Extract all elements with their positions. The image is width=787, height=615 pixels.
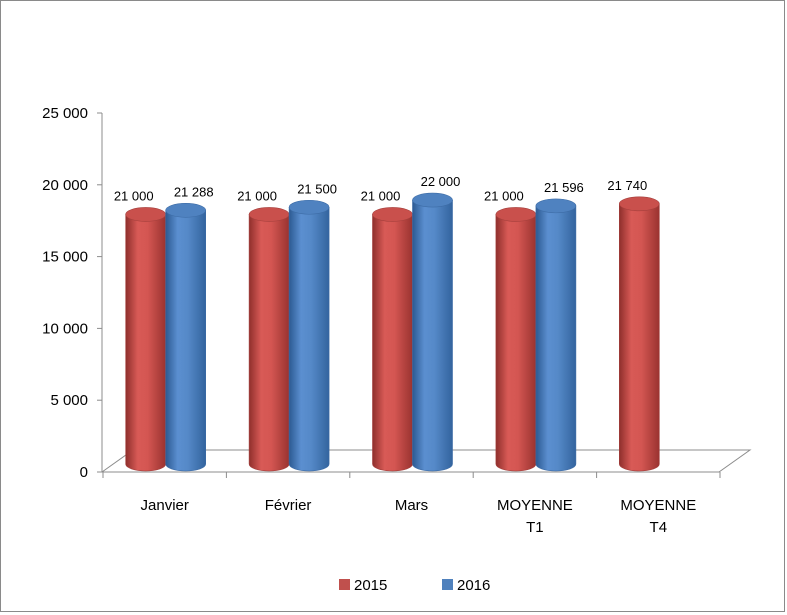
data-labels: 21 000 21 000 21 000 21 000 21 740 21 288 21 5…	[114, 174, 647, 203]
bar-2016-3	[535, 198, 577, 472]
bar-top	[288, 199, 330, 215]
bar-2015-3	[495, 207, 537, 472]
y-tick-label: 0	[80, 464, 88, 481]
x-category-label: Mars	[395, 497, 428, 514]
bar-top	[248, 207, 290, 222]
bar-top	[125, 207, 166, 222]
bar-body	[165, 210, 206, 472]
y-tick-label: 25 000	[42, 105, 88, 122]
bar-body	[288, 206, 330, 472]
data-label: 21 500	[297, 181, 337, 196]
bar-group	[125, 192, 660, 472]
bar-body	[412, 199, 453, 472]
x-category-label: Janvier	[141, 497, 189, 514]
x-category-label: Février	[265, 497, 312, 514]
legend-swatch-2016	[442, 579, 453, 590]
y-tick-label: 20 000	[42, 177, 88, 194]
bar-top	[372, 207, 413, 222]
data-label: 21 288	[174, 184, 214, 199]
bar-body	[125, 214, 166, 472]
legend-swatch-2015	[339, 579, 350, 590]
bar-top	[165, 203, 206, 218]
bar-2015-2	[372, 207, 413, 472]
bar-body	[619, 203, 660, 472]
bar-top	[535, 198, 577, 214]
bar-top	[618, 196, 660, 212]
bar-body	[372, 214, 413, 472]
y-axis: 0 5 000 10 000 15 000 20 000 25 000	[42, 105, 103, 481]
data-label: 21 000	[484, 188, 524, 203]
data-label: 21 000	[237, 188, 277, 203]
x-category-label: MOYENNE	[620, 497, 696, 514]
bar-2015-4	[618, 196, 660, 472]
legend-label-2015: 2015	[354, 577, 387, 594]
data-label: 21 000	[361, 188, 401, 203]
legend: 2015 2016	[339, 577, 490, 594]
x-category-label: T1	[526, 519, 544, 536]
y-tick-label: 10 000	[42, 320, 88, 337]
bar-body	[535, 205, 577, 472]
data-label: 21 740	[607, 178, 647, 193]
data-label: 21 000	[114, 188, 154, 203]
bar-top	[495, 207, 537, 222]
legend-label-2016: 2016	[457, 577, 490, 594]
bar-2015-0	[125, 207, 166, 472]
bar-2016-0	[165, 203, 206, 472]
bar-top	[412, 192, 453, 208]
bar-body	[495, 214, 537, 472]
bar-2015-1	[248, 207, 290, 472]
x-axis: Janvier Février Mars MOYENNE T1 MOYENNE T4	[102, 471, 721, 536]
y-tick-label: 5 000	[50, 392, 88, 409]
x-category-label: MOYENNE	[497, 497, 573, 514]
y-tick-label: 15 000	[42, 249, 88, 266]
bar-2016-1	[288, 199, 330, 472]
bar-body	[248, 214, 290, 472]
bar-2016-2	[412, 192, 453, 472]
data-label: 22 000	[421, 174, 461, 189]
x-category-label: T4	[650, 519, 668, 536]
data-label: 21 596	[544, 180, 584, 195]
